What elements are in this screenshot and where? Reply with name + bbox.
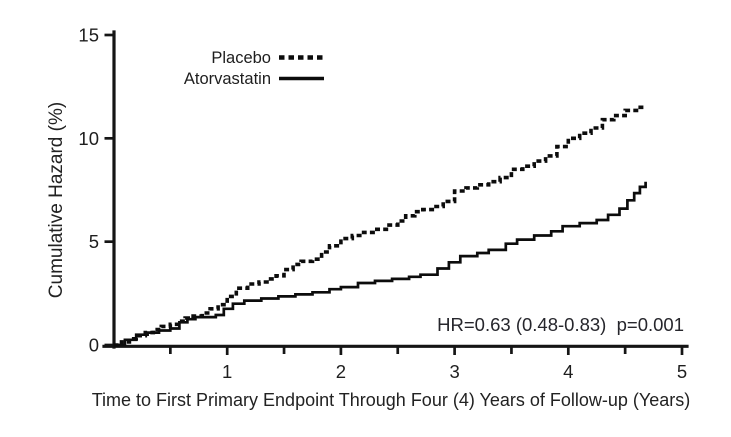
legend: Placebo Atorvastatin xyxy=(184,49,324,88)
x-axis-label: Time to First Primary Endpoint Through F… xyxy=(92,390,691,410)
axes xyxy=(102,30,689,349)
y-axis-ticks: 0 5 10 15 xyxy=(78,25,114,356)
y-tick-label: 0 xyxy=(89,335,99,356)
legend-label-atorvastatin: Atorvastatin xyxy=(184,70,271,88)
x-axis-ticks: 1 2 3 4 5 xyxy=(169,346,687,382)
x-tick-label: 1 xyxy=(222,361,232,382)
y-tick-label: 5 xyxy=(89,231,99,252)
y-tick-label: 10 xyxy=(78,128,99,149)
hazard-ratio-annotation: HR=0.63 (0.48-0.83) p=0.001 xyxy=(437,314,684,335)
series-curve-placebo xyxy=(113,105,647,347)
x-tick-label: 3 xyxy=(449,361,459,382)
x-tick-label: 4 xyxy=(563,361,573,382)
legend-label-placebo: Placebo xyxy=(211,49,271,67)
x-tick-label: 5 xyxy=(677,361,687,382)
series-curve-atorvastatin xyxy=(113,181,647,347)
plot-series xyxy=(113,105,647,347)
y-axis-label: Cumulative Hazard (%) xyxy=(46,102,67,298)
y-tick-label: 15 xyxy=(78,25,99,46)
x-tick-label: 2 xyxy=(336,361,346,382)
